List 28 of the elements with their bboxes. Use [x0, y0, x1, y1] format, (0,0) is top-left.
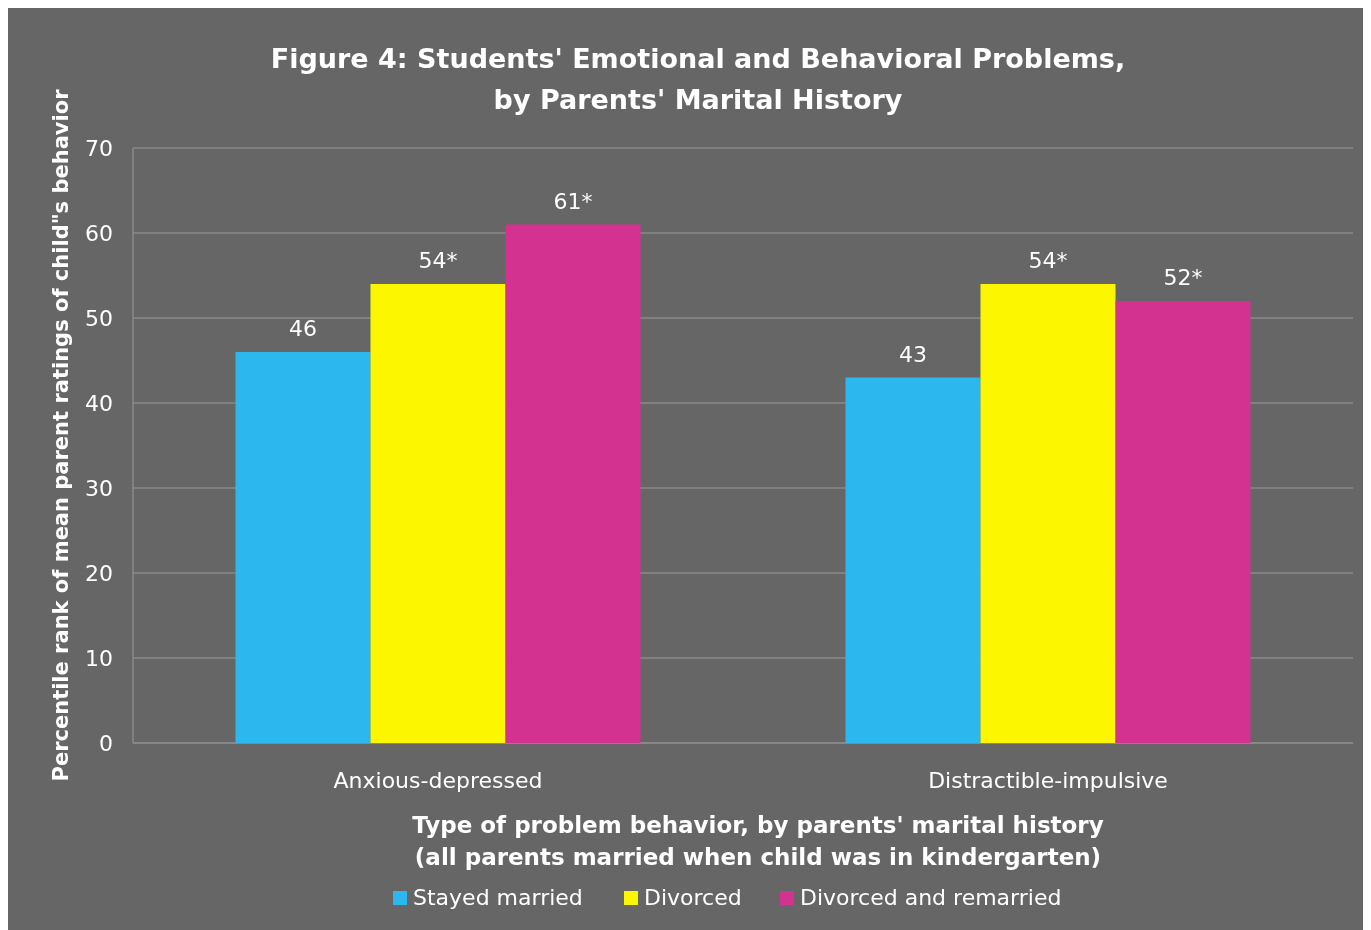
bar [980, 284, 1116, 743]
y-tick-label: 60 [85, 220, 113, 246]
x-tick-label: Anxious-depressed [333, 768, 543, 793]
y-tick-label: 10 [85, 645, 113, 671]
y-tick-label: 0 [99, 730, 113, 756]
y-tick-label: 50 [85, 305, 113, 331]
bar [370, 284, 506, 743]
data-label: 54* [1028, 248, 1068, 273]
data-label: 43 [899, 341, 927, 367]
x-axis-title: Type of problem behavior, by parents' marital history (all parents married when child was in kindergarten) [412, 812, 1104, 870]
data-label: 61* [553, 188, 593, 214]
bar [1115, 301, 1251, 743]
chart-title: Figure 4: Students' Emotional and Behavioral Problems, by Parents' Marital History [270, 43, 1126, 115]
y-axis-title: Percentile rank of mean parent ratings of child"s behavior [49, 88, 73, 782]
x-tick-label: Distractible-impulsive [928, 768, 1168, 793]
y-tick-label: 20 [85, 560, 113, 586]
data-label: 46 [289, 316, 317, 341]
legend-label: Stayed married [413, 885, 583, 910]
y-tick-label: 30 [85, 475, 113, 501]
data-label: 54* [418, 248, 458, 273]
bar [845, 377, 981, 743]
legend-label: Divorced and remarried [800, 885, 1062, 910]
data-label: 52* [1163, 265, 1203, 290]
bar [505, 224, 641, 743]
bar [235, 352, 371, 743]
y-tick-label: 70 [85, 135, 113, 161]
legend-label: Divorced [644, 885, 742, 910]
y-tick-label: 40 [85, 390, 113, 416]
